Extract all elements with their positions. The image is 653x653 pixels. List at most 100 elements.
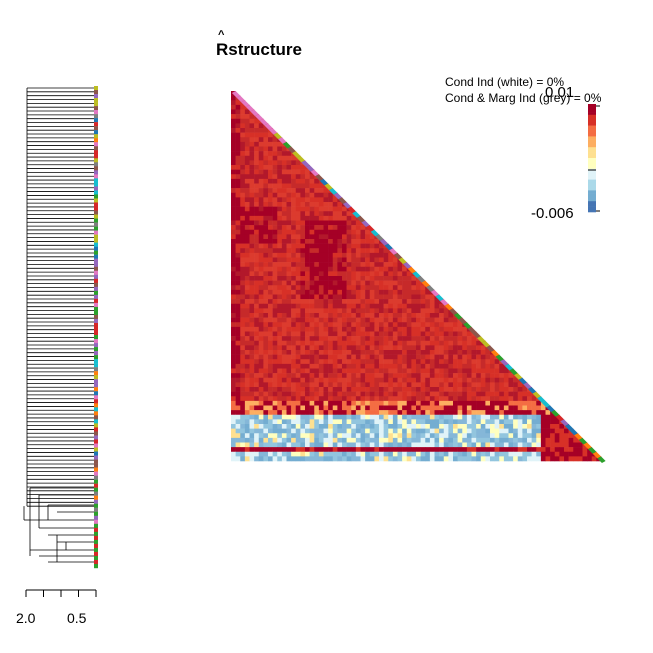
heatmap-cell	[231, 350, 236, 355]
heatmap-cell	[258, 239, 264, 244]
heatmap-cell	[379, 456, 384, 462]
heatmap-cell	[485, 354, 491, 360]
heatmap-cell	[300, 215, 306, 221]
heatmap-cell	[425, 354, 431, 360]
heatmap-cell	[379, 299, 384, 305]
heatmap-cell	[411, 451, 417, 457]
heatmap-cell	[281, 377, 287, 383]
heatmap-cell	[300, 405, 306, 411]
heatmap-cell	[355, 377, 361, 383]
heatmap-cell	[258, 146, 264, 152]
heatmap-cell	[286, 248, 292, 254]
heatmap-cell	[448, 345, 454, 351]
heatmap-cell	[383, 257, 389, 263]
row-color-cell	[94, 339, 98, 344]
heatmap-cell	[309, 428, 315, 434]
heatmap-cell	[281, 202, 287, 207]
heatmap-cell	[263, 294, 269, 300]
diagonal-cell	[546, 405, 555, 413]
heatmap-cell	[231, 132, 236, 138]
heatmap-cell	[295, 308, 301, 314]
heatmap-cell	[318, 192, 324, 198]
heatmap-cell	[434, 405, 440, 411]
heatmap-cell	[258, 225, 264, 231]
heatmap-cell	[286, 294, 292, 300]
heatmap-cell	[323, 373, 329, 379]
heatmap-cell	[332, 215, 338, 221]
heatmap-cell	[300, 428, 306, 434]
heatmap-cell	[332, 433, 338, 439]
heatmap-cell	[554, 419, 560, 425]
heatmap-cell	[328, 405, 334, 411]
heatmap-cell	[235, 345, 241, 351]
heatmap-cell	[263, 132, 269, 138]
heatmap-cell	[388, 437, 394, 443]
heatmap-cell	[277, 262, 283, 268]
heatmap-cell	[434, 428, 440, 434]
heatmap-cell	[268, 331, 273, 337]
colorscale-segment	[588, 125, 596, 129]
heatmap-cell	[286, 456, 292, 462]
heatmap-cell	[295, 359, 301, 365]
heatmap-cell	[268, 391, 273, 397]
row-color-cell	[94, 146, 98, 151]
heatmap-cell	[369, 262, 375, 268]
heatmap-cell	[471, 456, 477, 462]
row-color-cell	[94, 475, 98, 480]
heatmap-cell	[286, 165, 292, 170]
heatmap-cell	[342, 280, 347, 286]
heatmap-cell	[281, 285, 287, 291]
heatmap-cell	[231, 451, 236, 457]
heatmap-cell	[383, 456, 389, 462]
heatmap-cell	[318, 437, 324, 443]
heatmap-cell	[249, 373, 255, 379]
heatmap-cell	[268, 373, 273, 379]
heatmap-cell	[365, 428, 371, 434]
heatmap-cell	[318, 294, 324, 300]
heatmap-cell	[263, 248, 269, 254]
heatmap-cell	[554, 433, 560, 439]
heatmap-cell	[342, 206, 347, 212]
heatmap-cell	[332, 396, 338, 402]
heatmap-cell	[244, 132, 250, 138]
heatmap-cell	[244, 118, 250, 124]
heatmap-cell	[268, 257, 273, 263]
heatmap-cell	[411, 317, 417, 323]
heatmap-cell	[244, 225, 250, 231]
heatmap-cell	[235, 132, 241, 138]
heatmap-cell	[235, 137, 241, 143]
heatmap-cell	[286, 336, 292, 342]
heatmap-cell	[490, 396, 495, 402]
heatmap-cell	[517, 382, 523, 388]
heatmap-cell	[392, 391, 398, 397]
heatmap-cell	[323, 424, 329, 429]
heatmap-cell	[268, 396, 273, 402]
heatmap-cell	[231, 299, 236, 305]
heatmap-cell	[577, 442, 583, 448]
heatmap-cell	[476, 363, 482, 369]
heatmap-cell	[258, 433, 264, 439]
heatmap-cell	[332, 252, 338, 258]
heatmap-cell	[240, 336, 246, 342]
heatmap-cell	[448, 382, 454, 388]
heatmap-cell	[406, 400, 412, 406]
heatmap-cell	[342, 350, 347, 355]
heatmap-cell	[402, 289, 408, 295]
heatmap-cell	[272, 428, 278, 434]
heatmap-cell	[420, 308, 426, 314]
heatmap-cell	[240, 400, 246, 406]
heatmap-cell	[360, 400, 366, 406]
heatmap-cell	[249, 424, 255, 429]
heatmap-cell	[277, 178, 283, 184]
row-color-cell	[94, 286, 98, 292]
heatmap-cell	[286, 363, 292, 369]
heatmap-cell	[425, 387, 431, 392]
heatmap-cell	[406, 363, 412, 369]
heatmap-cell	[443, 382, 449, 388]
heatmap-cell	[429, 317, 435, 323]
heatmap-cell	[411, 294, 417, 300]
heatmap-cell	[448, 326, 454, 332]
heatmap-cell	[258, 294, 264, 300]
heatmap-cell	[291, 174, 297, 180]
heatmap-cell	[360, 271, 366, 277]
